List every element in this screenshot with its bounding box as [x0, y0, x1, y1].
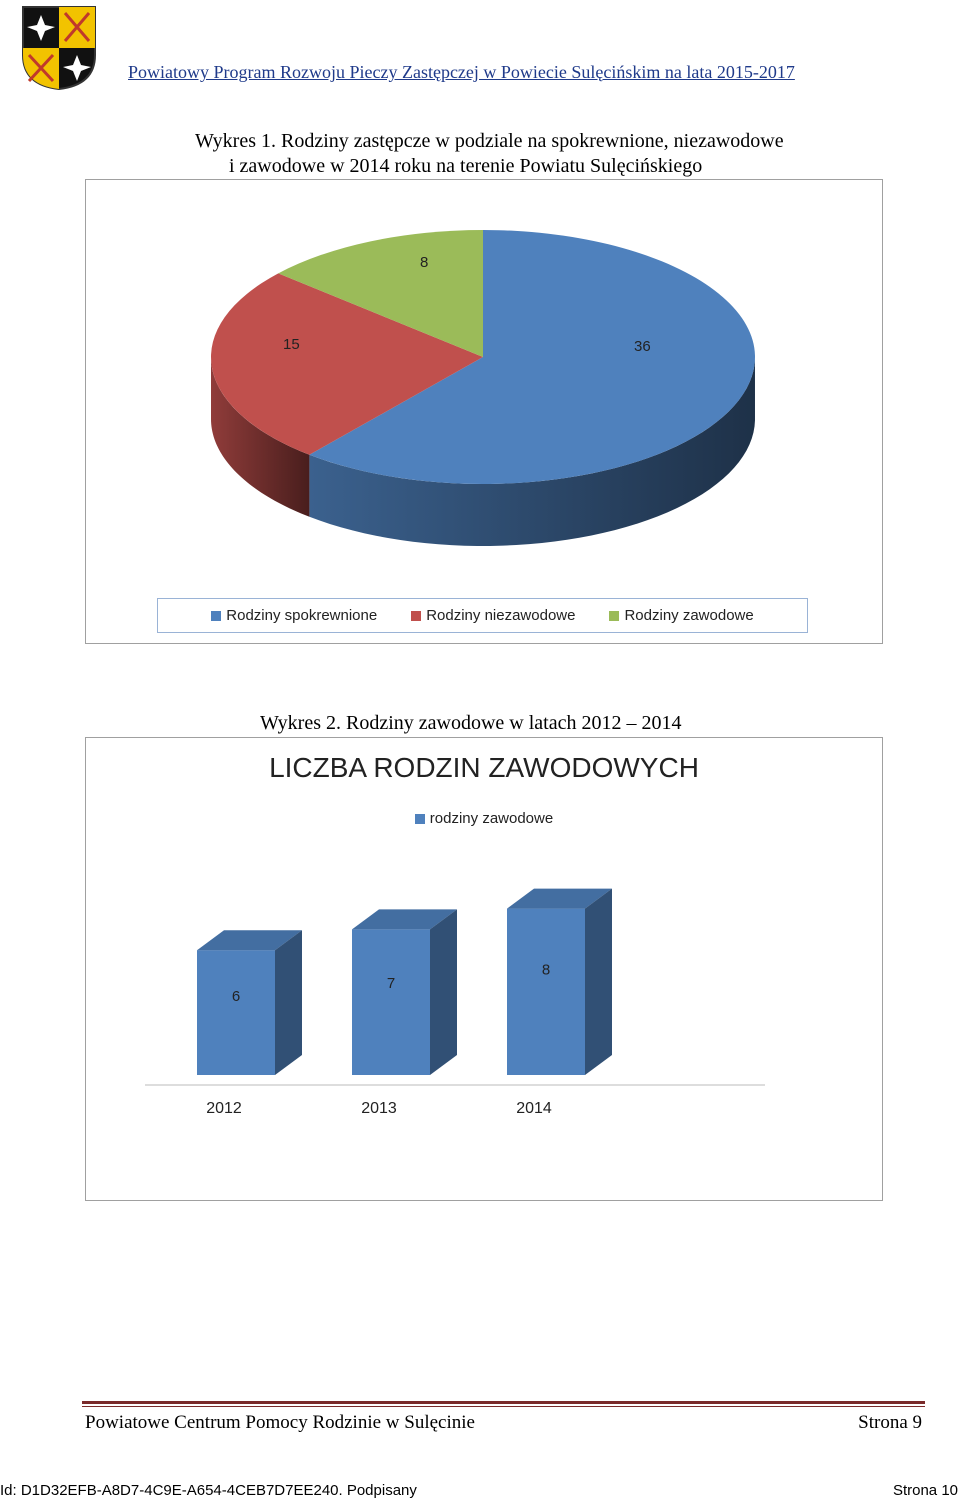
- pie-legend: Rodziny spokrewnione Rodziny niezawodowe…: [157, 598, 808, 633]
- legend-label-bar-series: rodziny zawodowe: [429, 810, 554, 827]
- legend-swatch-green: [609, 610, 620, 621]
- bar-2014: [507, 888, 612, 1075]
- footer-rule: [82, 1401, 925, 1407]
- document-header-title: Powiatowy Program Rozwoju Pieczy Zastępc…: [128, 62, 795, 82]
- bar-2013: [352, 909, 457, 1075]
- document-id-line: Id: D1D32EFB-A8D7-4C9E-A654-4CEB7D7EE240…: [0, 1482, 417, 1499]
- bar-2012: [197, 930, 302, 1075]
- chart1-caption-line2: i zawodowe w 2014 roku na terenie Powiat…: [229, 155, 703, 177]
- bar-category-label-2014: 2014: [516, 1100, 552, 1117]
- footer-org: Powiatowe Centrum Pomocy Rodzinie w Sulę…: [85, 1412, 475, 1433]
- legend-swatch-blue: [211, 610, 222, 621]
- pie-slice-0: [309, 230, 755, 484]
- bar-category-label-2013: 2013: [361, 1100, 397, 1117]
- pie-slice-1: [211, 273, 483, 455]
- pie-slice-2: [278, 230, 483, 357]
- pie-slice-side-0: [309, 358, 755, 546]
- pie-label-niezawodowe: 15: [283, 336, 300, 353]
- bar-value-label-2014: 8: [542, 962, 550, 979]
- bar-chart-title: LICZBA RODZIN ZAWODOWYCH: [269, 752, 699, 783]
- bar-category-label-2012: 2012: [206, 1100, 242, 1117]
- bar-chart: 6 2012 7 2013 8 2014: [145, 888, 765, 1117]
- legend-item-zawodowe: Rodziny zawodowe: [609, 607, 754, 624]
- legend-label-spokrewnione: Rodziny spokrewnione: [226, 607, 378, 624]
- footer-page: Strona 9: [858, 1412, 922, 1433]
- chart2-caption: Wykres 2. Rodziny zawodowe w latach 2012…: [260, 712, 682, 734]
- bar-value-label-2013: 7: [387, 975, 395, 992]
- pie-chart: [211, 230, 755, 546]
- pie-label-spokrewnione: 36: [634, 338, 651, 355]
- legend-item-spokrewnione: Rodziny spokrewnione: [211, 607, 377, 624]
- bar-legend: rodziny zawodowe: [85, 810, 883, 827]
- legend-label-zawodowe: Rodziny zawodowe: [624, 607, 754, 624]
- legend-item-niezawodowe: Rodziny niezawodowe: [411, 607, 575, 624]
- legend-swatch-bar: [414, 813, 425, 824]
- legend-label-niezawodowe: Rodziny niezawodowe: [426, 607, 576, 624]
- bar-value-label-2012: 6: [232, 988, 240, 1005]
- coat-of-arms-icon: [22, 6, 96, 91]
- chart1-caption-line1: Wykres 1. Rodziny zastępcze w podziale n…: [195, 130, 784, 152]
- pie-label-zawodowe: 8: [420, 254, 429, 271]
- pie-slice-side-1: [211, 357, 310, 517]
- legend-swatch-red: [411, 610, 422, 621]
- bottom-page-number: Strona 10: [892, 1482, 958, 1499]
